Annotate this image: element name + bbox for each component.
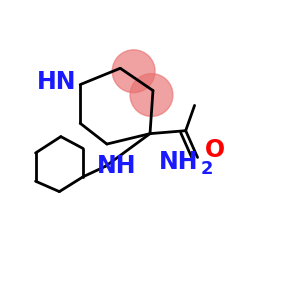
Text: NH: NH: [158, 150, 198, 174]
Text: 2: 2: [200, 160, 213, 178]
Text: HN: HN: [37, 70, 76, 94]
Circle shape: [130, 74, 173, 116]
Text: NH: NH: [97, 154, 136, 178]
Text: O: O: [205, 138, 226, 162]
Circle shape: [112, 50, 155, 93]
